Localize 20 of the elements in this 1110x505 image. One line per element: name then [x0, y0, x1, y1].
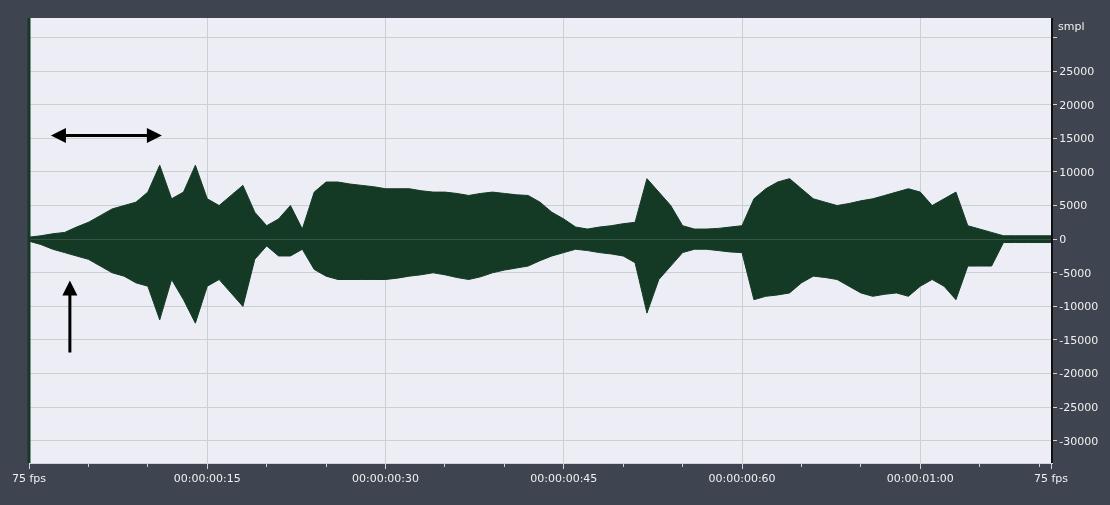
x-tick-label: 00:00:00:60: [708, 472, 776, 486]
y-tick-label: 5000: [1059, 199, 1088, 213]
y-tick-label: -25000: [1059, 401, 1099, 415]
y-tick-label: -5000: [1059, 266, 1092, 280]
y-tick-label: 10000: [1059, 165, 1095, 179]
x-tick-label: 75 fps: [11, 472, 47, 486]
x-tick-label: 00:00:01:00: [886, 472, 954, 486]
x-tick-label: 75 fps: [1033, 472, 1069, 486]
y-tick-label: -10000: [1059, 300, 1099, 314]
y-tick-label: 20000: [1059, 98, 1095, 112]
x-tick-label: 00:00:00:30: [351, 472, 420, 486]
y-tick-label: -20000: [1059, 367, 1099, 381]
y-tick-label: 15000: [1059, 132, 1095, 146]
x-tick-label: 00:00:00:45: [530, 472, 598, 486]
y-tick-label: 25000: [1059, 64, 1095, 78]
x-tick-label: 00:00:00:15: [173, 472, 241, 486]
y-tick-label: -15000: [1059, 333, 1099, 347]
y-axis-title: smpl: [1058, 20, 1085, 33]
y-tick-label: -30000: [1059, 434, 1099, 448]
y-tick-label: 0: [1059, 233, 1067, 247]
